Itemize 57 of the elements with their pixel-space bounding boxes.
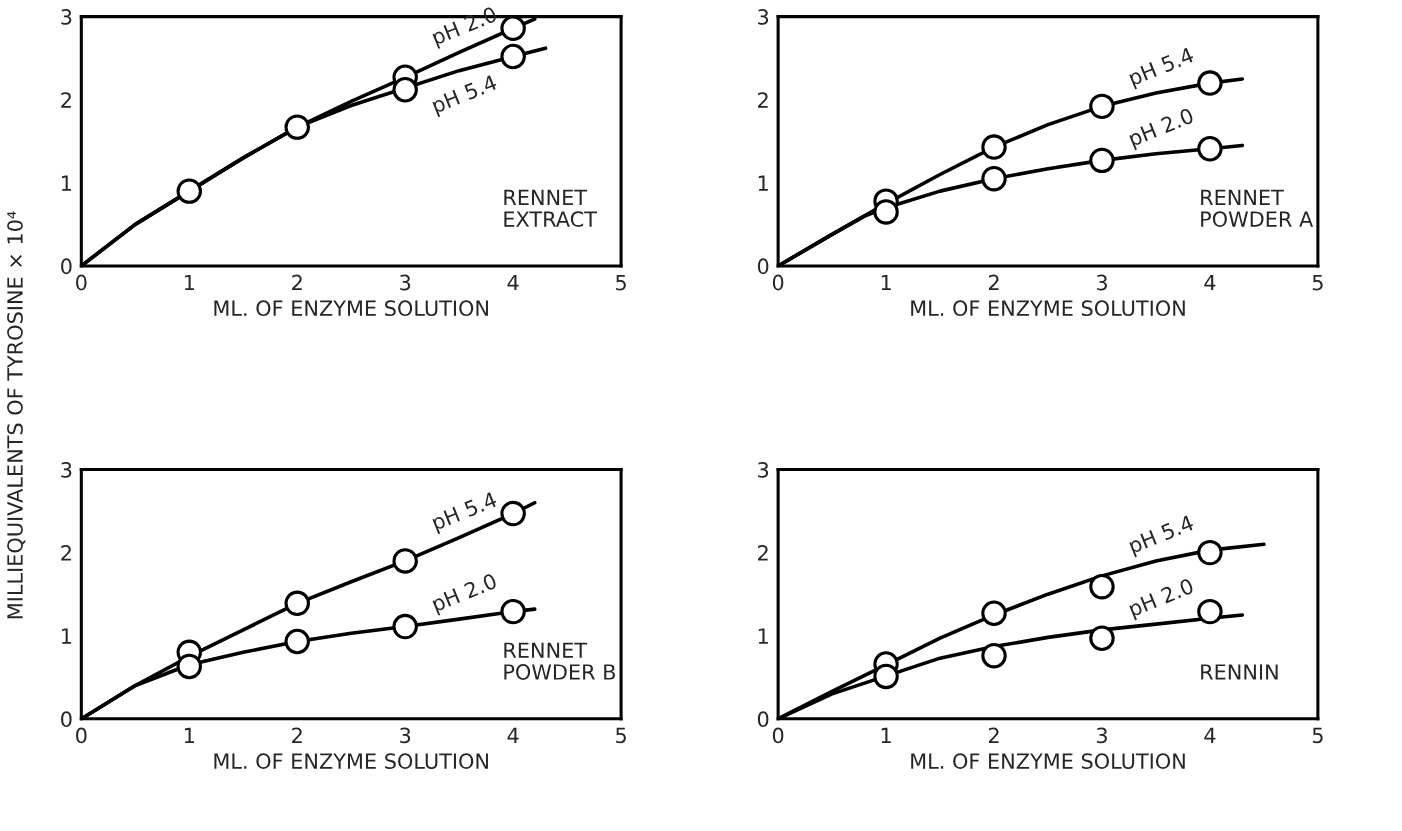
- x-tick-label: 3: [1096, 727, 1107, 744]
- annotation: RENNET EXTRACT: [504, 189, 597, 227]
- y-tick-label: 0: [61, 258, 72, 275]
- y-tick-label: 2: [61, 545, 71, 561]
- text: pH 5.4: [431, 491, 500, 535]
- x-tick-label: 4: [507, 727, 519, 743]
- y-tick-label: 2: [758, 92, 768, 108]
- x-tick-label: 5: [1312, 274, 1323, 291]
- annotation: RENNET POWDER A: [1201, 189, 1314, 227]
- text: pH 5.4: [1127, 514, 1197, 558]
- x-axis-title: ML. OF ENZYME SOLUTION: [911, 753, 1185, 769]
- x-tick-label: 4: [1204, 727, 1216, 743]
- x-tick-label: 1: [184, 274, 194, 291]
- y-tick-label: 0: [61, 711, 72, 728]
- y-tick-label: 3: [61, 461, 72, 478]
- x-tick-label: 3: [1096, 274, 1107, 291]
- x-tick-label: 3: [400, 727, 411, 744]
- y-tick-label: 1: [758, 628, 768, 644]
- text: pH 2.0: [431, 6, 500, 49]
- x-axis-title: ML. OF ENZYME SOLUTION: [214, 753, 488, 769]
- x-tick-label: 1: [184, 727, 194, 743]
- x-tick-label: 0: [76, 274, 87, 291]
- text: pH 2.0: [1127, 577, 1196, 621]
- y-tick-label: 1: [62, 628, 72, 644]
- x-axis-title: ML. OF ENZYME SOLUTION: [911, 300, 1185, 317]
- x-tick-label: 0: [772, 274, 784, 291]
- x-tick-label: 4: [1204, 274, 1216, 291]
- y-tick-label: 0: [757, 258, 769, 275]
- text: pH 2.0: [1127, 107, 1196, 151]
- x-tick-label: 5: [616, 727, 626, 744]
- x-tick-label: 2: [292, 727, 302, 743]
- x-axis-title: ML. OF ENZYME SOLUTION: [214, 300, 488, 317]
- y-axis-title: MILLIEQUIVALENTS OF TYROSINE × 10⁴: [7, 211, 26, 619]
- text: pH 5.4: [1127, 46, 1197, 90]
- x-tick-label: 5: [1312, 727, 1323, 744]
- y-tick-label: 3: [758, 9, 769, 25]
- x-tick-label: 5: [616, 274, 626, 291]
- y-tick-label: 2: [758, 545, 768, 561]
- annotation: RENNET POWDER B: [504, 642, 616, 680]
- y-tick-label: 0: [757, 711, 769, 728]
- x-tick-label: 2: [292, 274, 302, 291]
- x-tick-label: 0: [772, 727, 784, 744]
- annotation: RENNIN: [1201, 664, 1278, 680]
- x-tick-label: 4: [507, 274, 519, 291]
- y-tick-label: 3: [758, 461, 769, 478]
- x-tick-label: 1: [881, 274, 891, 291]
- text: pH 5.4: [431, 74, 500, 118]
- y-tick-label: 3: [61, 9, 72, 25]
- text: pH 2.0: [431, 572, 500, 616]
- x-tick-label: 3: [400, 274, 411, 291]
- x-tick-label: 2: [988, 727, 999, 743]
- x-tick-label: 0: [76, 727, 87, 744]
- x-tick-label: 2: [988, 274, 999, 291]
- y-tick-label: 1: [62, 175, 72, 191]
- y-tick-label: 1: [758, 175, 768, 191]
- y-tick-label: 2: [61, 92, 71, 108]
- x-tick-label: 1: [881, 727, 891, 743]
